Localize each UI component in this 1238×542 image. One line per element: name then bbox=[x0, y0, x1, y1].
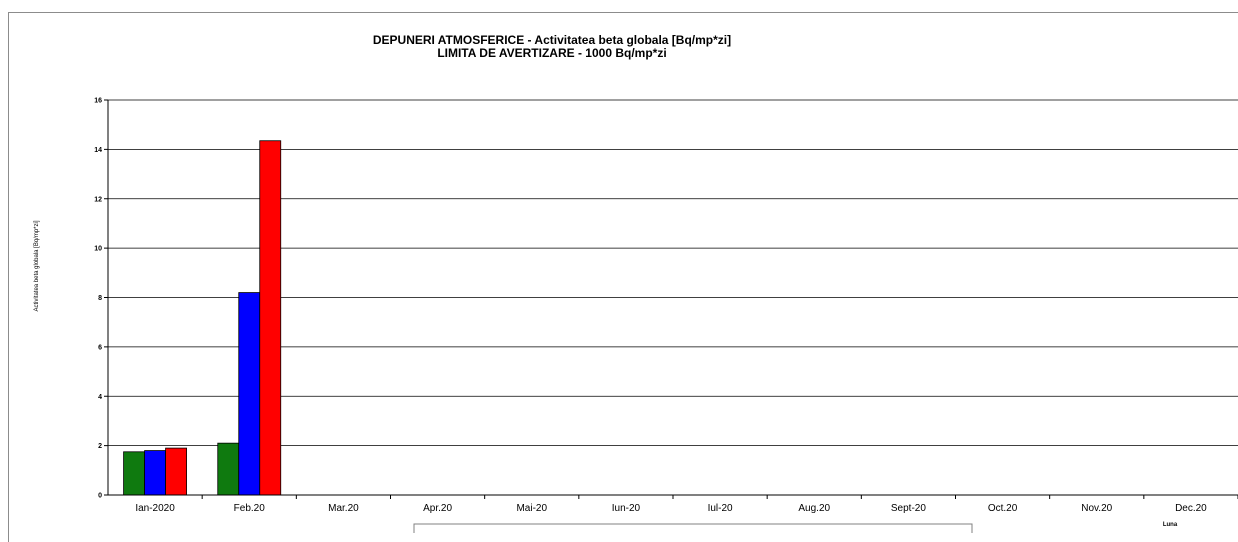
y-tick-label: 0 bbox=[98, 493, 102, 500]
bar-series-2 bbox=[238, 292, 261, 496]
x-tick-label: Mai-20 bbox=[516, 503, 547, 514]
y-tick-label: 16 bbox=[94, 98, 102, 105]
y-tick-labels: 0 2 4 6 8 10 12 14 16 bbox=[94, 98, 102, 500]
x-tick-label: Dec.20 bbox=[1175, 503, 1207, 514]
x-tick-label: Iun-20 bbox=[612, 503, 641, 514]
y-tick-label: 2 bbox=[98, 443, 102, 450]
chart-title: DEPUNERI ATMOSFERICE - Activitatea beta … bbox=[373, 33, 731, 47]
x-tick-label: Feb.20 bbox=[234, 503, 266, 514]
bar-series-3 bbox=[165, 447, 187, 496]
x-axis-label: Luna bbox=[1163, 522, 1178, 528]
chart-frame bbox=[8, 12, 1238, 542]
y-tick-label: 10 bbox=[94, 246, 102, 253]
legend-box bbox=[413, 523, 973, 533]
x-tick-labels: Ian-2020 Feb.20 Mar.20 Apr.20 Mai-20 Iun-20 Iu… bbox=[135, 503, 1207, 514]
x-tick-label: Nov.20 bbox=[1081, 503, 1112, 514]
x-tick-label: Apr.20 bbox=[423, 503, 452, 514]
y-tick-label: 14 bbox=[94, 147, 102, 154]
bar-series-3 bbox=[259, 140, 282, 496]
y-tick-label: 8 bbox=[98, 295, 102, 302]
y-tick-label: 12 bbox=[94, 196, 102, 203]
bar-series-1 bbox=[217, 442, 240, 496]
y-tick-label: 6 bbox=[98, 344, 102, 351]
y-axis-label: Activitatea beta globala [Bq/mp*zi] bbox=[34, 220, 40, 311]
x-tick-label: Aug.20 bbox=[798, 503, 830, 514]
x-tick-label: Oct.20 bbox=[988, 503, 1018, 514]
bars bbox=[123, 140, 282, 496]
axes bbox=[107, 100, 1238, 499]
bar-series-1 bbox=[123, 451, 145, 496]
x-tick-label: Sept-20 bbox=[891, 503, 926, 514]
bar-series-2 bbox=[144, 450, 166, 496]
grid-lines bbox=[104, 99, 1238, 496]
chart-subtitle: LIMITA DE AVERTIZARE - 1000 Bq/mp*zi bbox=[437, 46, 666, 60]
x-tick-label: Ian-2020 bbox=[135, 503, 175, 514]
x-tick-label: Mar.20 bbox=[328, 503, 359, 514]
x-tick-label: Iul-20 bbox=[708, 503, 733, 514]
y-tick-label: 4 bbox=[98, 394, 102, 401]
